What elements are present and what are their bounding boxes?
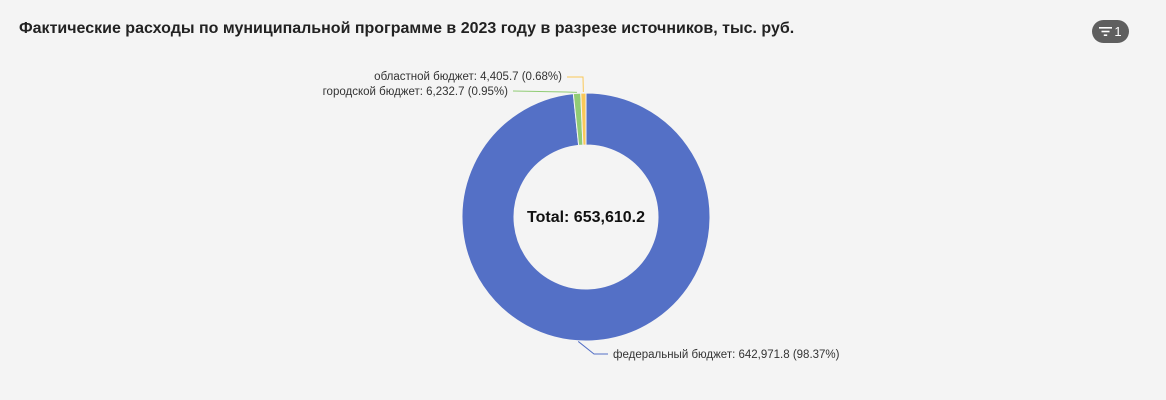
filter-icon xyxy=(1099,27,1113,36)
slice-regional[interactable] xyxy=(580,92,587,146)
chart-title: Фактические расходы по муниципальной про… xyxy=(19,20,795,37)
filter-count: 1 xyxy=(1114,24,1122,39)
leader-line-federal xyxy=(577,341,608,355)
filter-button[interactable]: 1 xyxy=(1092,20,1129,43)
slice-label-regional: областной бюджет: 4,405.7 (0.68%) xyxy=(374,71,562,83)
center-total: Total: 653,610.2 xyxy=(527,209,645,226)
slice-label-city: городской бюджет: 6,232.7 (0.95%) xyxy=(323,86,509,98)
leader-line-city xyxy=(512,90,577,93)
leader-line-regional xyxy=(567,76,584,93)
slice-label-federal: федеральный бюджет: 642,971.8 (98.37%) xyxy=(613,349,840,361)
slice-federal[interactable] xyxy=(461,92,711,342)
